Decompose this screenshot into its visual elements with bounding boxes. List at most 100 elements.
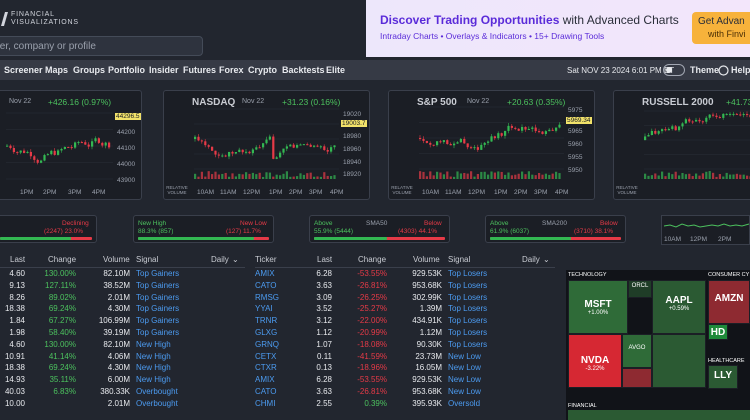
nav-screener[interactable]: Screener (4, 65, 43, 75)
search-input[interactable]: ter, company or profile (0, 36, 203, 56)
table-row[interactable]: 4.60 130.00% 82.10M New High (0, 339, 245, 351)
table-row[interactable]: GRNQ 1.07 -18.08% 90.30K Top Losers (255, 339, 555, 351)
ad-cta-button[interactable]: Get Advan with Finvi (692, 12, 750, 44)
cell-signal[interactable]: New High (136, 375, 171, 385)
table-row[interactable]: CATO 3.63 -26.81% 953.68K New Low (255, 386, 555, 398)
cell-signal[interactable]: New Low (448, 375, 481, 385)
table-row[interactable]: RMSG 3.09 -26.25% 302.99K Top Losers (255, 292, 555, 304)
breadth-high-low[interactable]: New High 88.3% (857) New Low (127) 11.7% (133, 215, 274, 243)
index-chart-sp500[interactable]: S&P 500 Nov 22 +20.63 (0.35%) 5969.34 59… (388, 90, 595, 200)
col-last[interactable]: Last (317, 255, 333, 264)
nav-portfolio[interactable]: Portfolio (108, 65, 145, 75)
help-label[interactable]: Help (731, 65, 750, 75)
cell-signal[interactable]: New High (136, 363, 171, 373)
cell-ticker[interactable]: CATO (255, 386, 277, 396)
nav-elite[interactable]: Elite (326, 65, 346, 75)
cell-signal[interactable]: Top Gainers (136, 280, 180, 290)
cell-ticker[interactable]: CETX (255, 351, 277, 361)
table-row[interactable]: CETX 0.11 -41.59% 23.73M New Low (255, 351, 555, 363)
nav-insider[interactable]: Insider (149, 65, 179, 75)
table-row[interactable]: 1.84 67.27% 106.99M Top Gainers (0, 315, 245, 327)
table-row[interactable]: 8.26 89.02% 2.01M Top Gainers (0, 292, 245, 304)
nav-forex[interactable]: Forex (219, 65, 244, 75)
col-change[interactable]: Change (48, 255, 77, 264)
cell-ticker[interactable]: CATO (255, 280, 277, 290)
finviz-logo[interactable]: FINANCIAL VISUALIZATIONS (0, 9, 120, 29)
cell-ticker[interactable]: GRNQ (255, 339, 279, 349)
table-row[interactable]: 10.91 41.14% 4.06M New High (0, 351, 245, 363)
mini-chart[interactable]: 10AM 12PM 2PM (661, 215, 750, 245)
cell-signal[interactable]: New Low (448, 363, 481, 373)
table-row[interactable]: 10.00 2.01M Overbought (0, 398, 245, 410)
heatmap-cell-amzn[interactable]: AMZN (708, 280, 750, 324)
cell-ticker[interactable]: GLXG (255, 327, 278, 337)
cell-ticker[interactable]: TRNR (255, 316, 278, 326)
heatmap-small-cells[interactable] (652, 334, 706, 388)
table-row[interactable]: CATO 3.63 -26.81% 953.68K Top Losers (255, 280, 555, 292)
cell-ticker[interactable]: AMIX (255, 375, 275, 385)
cell-signal[interactable]: New Low (448, 351, 481, 361)
col-ticker[interactable]: Ticker (255, 255, 277, 264)
table-row[interactable]: CTXR 0.13 -18.96% 16.05M New Low (255, 362, 555, 374)
index-chart-dow[interactable]: Nov 22 +426.16 (0.97%) 44296.5 44200 441… (0, 90, 142, 200)
chevron-down-icon[interactable]: ⌄ (543, 255, 550, 264)
col-volume[interactable]: Volume (413, 255, 440, 264)
nav-groups[interactable]: Groups (73, 65, 106, 75)
cell-ticker[interactable]: CHMI (255, 398, 276, 408)
cell-signal[interactable]: Top Losers (448, 304, 488, 314)
heatmap-cell-aapl[interactable]: AAPL +0.59% (652, 280, 706, 334)
nav-backtests[interactable]: Backtests (282, 65, 325, 75)
help-icon[interactable] (718, 65, 729, 76)
cell-ticker[interactable]: RMSG (255, 292, 279, 302)
cell-signal[interactable]: Top Gainers (136, 304, 180, 314)
heatmap-cell-nvda[interactable]: NVDA -3.22% (568, 334, 622, 388)
col-last[interactable]: Last (10, 255, 26, 264)
heatmap-cell-hd[interactable]: HD (708, 324, 728, 340)
cell-signal[interactable]: New High (136, 351, 171, 361)
table-row[interactable]: YYAI 3.52 -25.27% 1.39M Top Losers (255, 303, 555, 315)
index-chart-nasdaq[interactable]: NASDAQ Nov 22 +31.23 (0.16%) 19020 19003… (163, 90, 370, 200)
table-row[interactable]: 18.38 69.24% 4.30M New High (0, 362, 245, 374)
cell-signal[interactable]: Top Gainers (136, 269, 180, 278)
table-row[interactable]: 9.13 127.11% 38.52M Top Gainers (0, 280, 245, 292)
cell-signal[interactable]: Top Losers (448, 292, 488, 302)
col-volume[interactable]: Volume (103, 255, 130, 264)
nav-maps[interactable]: Maps (45, 65, 69, 75)
cell-signal[interactable]: New High (136, 339, 171, 349)
cell-signal[interactable]: Overbought (136, 398, 178, 408)
theme-label[interactable]: Theme (690, 65, 720, 75)
table-row[interactable]: TRNR 3.12 -22.00% 434.91K Top Losers (255, 315, 555, 327)
theme-toggle[interactable] (663, 64, 685, 76)
table-row[interactable]: 18.38 69.24% 4.30M Top Gainers (0, 303, 245, 315)
sector-heatmap[interactable]: TECHNOLOGY CONSUMER CY MSFT +1.00% ORCL A… (566, 270, 750, 420)
cell-signal[interactable]: Top Gainers (136, 292, 180, 302)
heatmap-cell-msft[interactable]: MSFT +1.00% (568, 280, 628, 334)
heatmap-financial-cells[interactable] (568, 410, 750, 420)
breadth-sma200[interactable]: Above SMA200 Below 61.9% (6037) (3710) 3… (485, 215, 626, 243)
nav-crypto[interactable]: Crypto (248, 65, 277, 75)
cell-signal[interactable]: Top Gainers (136, 316, 180, 326)
table-row[interactable]: AMIX 6.28 -53.55% 929.53K Top Losers (255, 268, 555, 280)
col-signal[interactable]: Signal (448, 255, 471, 264)
col-signal[interactable]: Signal (136, 255, 159, 264)
table-row[interactable]: AMIX 6.28 -53.55% 929.53K New Low (255, 374, 555, 386)
index-chart-russell[interactable]: RUSSELL 2000 +41.73 RELATIVE VOLUME (613, 90, 750, 200)
heatmap-small-cells[interactable] (622, 368, 652, 388)
advanced-charts-ad[interactable]: Discover Trading Opportunities with Adva… (366, 0, 750, 57)
cell-signal[interactable]: Top Losers (448, 316, 488, 326)
breadth-sma50[interactable]: Above SMA50 Below 55.9% (5444) (4303) 44… (309, 215, 450, 243)
cell-signal[interactable]: Overbought (136, 386, 178, 396)
cell-signal[interactable]: Top Losers (448, 280, 488, 290)
table-row[interactable]: 4.60 130.00% 82.10M Top Gainers (0, 268, 245, 280)
cell-ticker[interactable]: YYAI (255, 304, 273, 314)
table-row[interactable]: CHMI 2.55 0.39% 395.93K Oversold (255, 398, 555, 410)
cell-signal[interactable]: Top Gainers (136, 327, 180, 337)
daily-select[interactable]: Daily (211, 255, 229, 264)
cell-ticker[interactable]: AMIX (255, 269, 275, 278)
heatmap-cell-avgo[interactable]: AVGO (622, 334, 652, 368)
cell-signal[interactable]: Top Losers (448, 269, 488, 278)
col-change[interactable]: Change (358, 255, 387, 264)
table-row[interactable]: 14.93 35.11% 6.00M New High (0, 374, 245, 386)
heatmap-cell-orcl[interactable]: ORCL (628, 280, 652, 298)
table-row[interactable]: 40.03 6.83% 380.33K Overbought (0, 386, 245, 398)
